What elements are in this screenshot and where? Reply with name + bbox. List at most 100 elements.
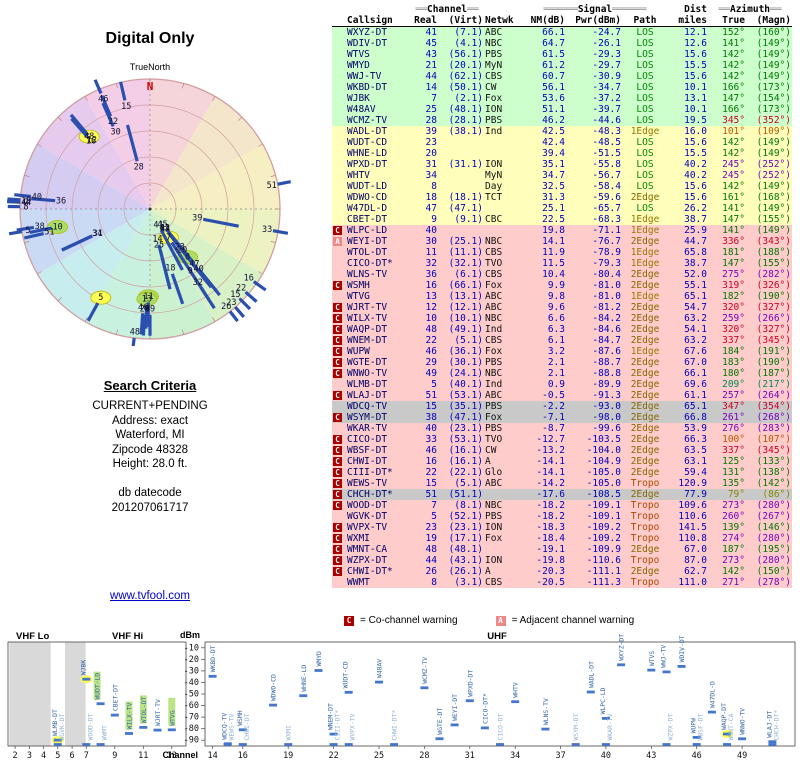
station-channel-label: 5 [98,293,103,303]
station-label: WEYI-DT [451,694,459,721]
station-row: C WUPW 46 (36.1) Fox 3.2 -87.6 1Edge 67.6 184° (19… [332,346,792,357]
co-channel-warning-badge: C [333,490,342,499]
azimuth-true-cell: 273° [722,555,745,566]
station-channel-label: 16 [86,137,96,147]
callsign-cell: WILX-TV [347,313,388,324]
virtual-channel-cell: (47.1) [448,203,483,214]
azimuth-true-cell: 345° [722,115,745,126]
real-channel-cell: 14 [425,82,437,93]
pwr-dbm-cell: -105.0 [586,467,621,478]
pwr-dbm-cell: -109.1 [586,500,621,511]
x-tick-label: 3 [27,751,32,761]
network-cell: Fox [485,533,503,544]
virtual-channel-cell: (20.1) [448,60,483,71]
tvfool-link[interactable]: www.tvfool.com [110,590,190,602]
station-spoke [159,229,184,271]
miles-cell: 67.0 [684,544,707,555]
callsign-cell: WJRT-TV [347,302,388,313]
path-cell: 2Edge [630,401,660,412]
col-virt: (Virt) [438,15,484,27]
nm-db-cell: -8.7 [542,423,565,434]
station-channel-label: 45 [157,220,167,230]
pwr-dbm-cell: -79.3 [592,258,621,269]
pwr-dbm-cell: -84.7 [592,335,621,346]
path-cell: LOS [636,159,654,170]
real-channel-cell: 44 [425,555,437,566]
signal-mark [768,743,777,746]
signal-mark [571,743,580,746]
callsign-cell: CHCH-DT* [347,489,393,500]
rim-tick [212,96,216,101]
compass-wedge [37,96,150,209]
path-cell: Tropo [630,511,660,522]
real-channel-cell: 20 [425,148,437,159]
callsign-cell: WADL-DT [347,126,388,137]
miles-cell: 63.2 [684,313,707,324]
x-tick-label: 11 [138,751,148,761]
real-channel-cell: 39 [425,126,437,137]
nm-db-cell: 61.5 [542,49,565,60]
pwr-dbm-cell: -26.1 [592,38,621,49]
callsign-cell: WDWO-CD [347,192,388,203]
network-cell: ABC [485,302,503,313]
station-row: WMYD 21 (20.1) MyN 61.2 -29.7 LOS 15.5 142° (149°… [332,60,792,71]
station-channel-label: 44 [160,224,170,234]
azimuth-magn-cell: (252°) [756,159,791,170]
network-cell: NBC [485,500,503,511]
azimuth-true-cell: 271° [722,577,745,588]
real-channel-cell: 12 [425,302,437,313]
real-channel-cell: 48 [425,544,437,555]
station-channel-label: 11 [143,292,153,302]
nm-db-cell: 2.1 [547,357,565,368]
signal-mark [480,726,489,730]
station-channel-label: 49 [145,304,155,314]
station-row: C CHWI-DT 16 (16.1) A -14.1 -104.9 2Edge 63.1 125… [332,456,792,467]
callsign-cell: WXYZ-DT [347,27,388,38]
callsign-cell: WAQP-DT [347,324,388,335]
co-channel-warning-badge: C [333,435,342,444]
azimuth-true-cell: 273° [722,500,745,511]
path-cell: 1Edge [630,247,660,258]
azimuth-true-cell: 100° [722,434,745,445]
rim-tick [182,83,184,89]
co-channel-warning-badge: C [333,336,342,345]
real-channel-cell: 18 [425,192,437,203]
virtual-channel-cell: (38.1) [448,126,483,137]
azimuth-magn-cell: (146°) [756,522,791,533]
miles-cell: 12.6 [684,38,707,49]
station-channel-label: 36 [56,197,66,207]
highlight-bar [139,695,147,724]
azimuth-magn-cell: (280°) [756,555,791,566]
pwr-dbm-cell: -48.5 [592,137,621,148]
real-channel-cell: 46 [425,445,437,456]
nm-db-cell: 25.1 [542,203,565,214]
station-label: WZPX-DT [667,713,675,740]
azimuth-magn-cell: (155°) [756,258,791,269]
nm-db-cell: 6.3 [547,324,565,335]
station-label: WTVG [168,710,176,726]
path-cell: 1Edge [630,291,660,302]
path-cell: LOS [636,82,654,93]
path-cell: 2Edge [630,412,660,423]
miles-cell: 63.5 [684,445,707,456]
network-cell: TVO [485,434,503,445]
station-label: WMNT-CA [727,713,735,740]
azimuth-true-cell: 257° [722,390,745,401]
network-cell: NBC [485,38,503,49]
station-label: WDCQ-TV [221,713,229,740]
network-cell: CBS [485,247,503,258]
signal-mark [662,670,671,674]
station-row: C WNWO-TV 49 (24.1) NBC 2.1 -88.8 2Edge 66.1 180°… [332,368,792,379]
path-cell: Tropo [630,478,660,489]
y-tick-label: -10 [184,643,199,653]
virtual-channel-cell: (49.1) [448,324,483,335]
network-cell: Fox [485,346,503,357]
signal-mark [208,674,217,678]
real-channel-cell: 32 [425,258,437,269]
station-row: C WJRT-TV 12 (12.1) ABC 9.6 -81.2 2Edge 54.7 320°… [332,302,792,313]
callsign-cell: WLNS-TV [347,269,388,280]
radar-center-dot [148,207,152,211]
azimuth-magn-cell: (345°) [756,335,791,346]
callsign-cell: WCMZ-TV [347,115,388,126]
azimuth-true-cell: 141° [722,203,745,214]
